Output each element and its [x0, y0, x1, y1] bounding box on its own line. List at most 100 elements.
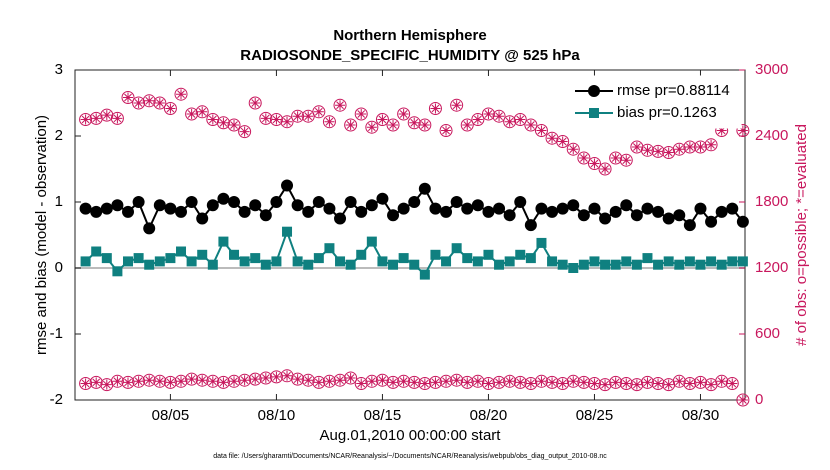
marker: [695, 259, 706, 270]
marker-circle: [672, 142, 686, 156]
marker: [450, 373, 464, 387]
marker-circle: [269, 113, 283, 126]
marker-circle: [79, 113, 93, 126]
marker-star: [271, 114, 282, 125]
marker-star: [515, 114, 526, 125]
marker: [291, 372, 305, 386]
marker-circle: [79, 377, 93, 390]
marker: [239, 256, 250, 267]
marker-circle: [556, 135, 570, 148]
marker-circle: [365, 374, 379, 388]
marker: [291, 199, 304, 212]
marker: [598, 378, 612, 392]
marker-star: [525, 120, 536, 130]
marker-circle: [195, 105, 209, 119]
marker-star: [260, 373, 271, 383]
marker-star: [430, 103, 441, 114]
marker: [144, 259, 155, 270]
marker: [428, 375, 442, 389]
marker: [218, 236, 229, 247]
marker-circle: [715, 374, 729, 388]
marker: [365, 199, 378, 212]
marker-circle: [640, 143, 654, 157]
marker-star: [674, 376, 685, 387]
marker-circle: [301, 373, 315, 387]
marker-star: [515, 377, 526, 388]
marker: [185, 372, 199, 386]
marker: [429, 202, 442, 215]
marker-star: [250, 374, 261, 385]
marker-circle: [121, 91, 135, 104]
marker-star: [504, 376, 515, 387]
marker-circle: [322, 115, 336, 129]
marker: [439, 124, 453, 137]
marker: [577, 375, 591, 389]
marker: [684, 256, 695, 267]
marker: [504, 256, 515, 267]
marker: [407, 375, 421, 389]
marker-circle: [513, 375, 527, 389]
marker-star: [176, 376, 187, 387]
chart-subtitle: RADIOSONDE_SPECIFIC_HUMIDITY @ 525 hPa: [240, 47, 580, 64]
marker: [598, 162, 612, 176]
marker-star: [218, 117, 229, 128]
marker: [110, 111, 124, 125]
marker: [672, 142, 686, 156]
marker: [123, 256, 134, 267]
marker: [112, 266, 123, 277]
marker-star: [419, 378, 430, 389]
y-tick-label: 2: [55, 127, 63, 144]
marker-star: [706, 139, 717, 150]
marker: [163, 375, 177, 389]
marker: [450, 98, 464, 112]
marker: [556, 377, 570, 390]
marker: [207, 259, 218, 270]
marker-star: [229, 376, 240, 387]
marker-circle: [630, 378, 644, 392]
marker-circle: [365, 120, 379, 134]
marker: [397, 107, 411, 121]
marker: [726, 202, 739, 215]
marker-circle: [312, 105, 326, 119]
marker: [693, 140, 707, 154]
marker-circle: [312, 375, 326, 389]
marker-star: [642, 377, 653, 388]
marker: [587, 377, 601, 390]
y2-tick-label: 600: [755, 325, 780, 342]
marker: [271, 256, 282, 267]
marker: [302, 205, 315, 218]
chart-title: Northern Hemisphere: [333, 27, 486, 44]
marker-circle: [375, 113, 389, 126]
marker: [269, 370, 283, 384]
marker-circle: [598, 162, 612, 176]
marker: [439, 374, 453, 388]
marker-circle: [725, 377, 739, 390]
marker: [250, 253, 261, 264]
marker: [354, 377, 368, 390]
marker-circle: [587, 377, 601, 390]
marker-circle: [407, 116, 421, 130]
marker-star: [324, 376, 335, 387]
marker: [535, 202, 548, 215]
marker-star: [419, 120, 430, 130]
marker: [451, 243, 462, 254]
marker: [153, 199, 166, 212]
marker-star: [176, 89, 187, 100]
marker: [589, 256, 600, 267]
marker: [132, 96, 146, 110]
marker-circle: [672, 374, 686, 388]
marker-star: [684, 378, 695, 389]
marker: [409, 259, 420, 270]
marker-circle: [587, 157, 601, 170]
marker-star: [472, 376, 483, 387]
marker-circle: [248, 372, 262, 386]
marker: [313, 253, 324, 264]
marker: [472, 256, 483, 267]
marker: [631, 259, 642, 270]
marker: [322, 115, 336, 129]
marker-star: [123, 92, 134, 103]
marker: [354, 107, 368, 121]
marker: [90, 205, 103, 218]
marker: [312, 375, 326, 389]
